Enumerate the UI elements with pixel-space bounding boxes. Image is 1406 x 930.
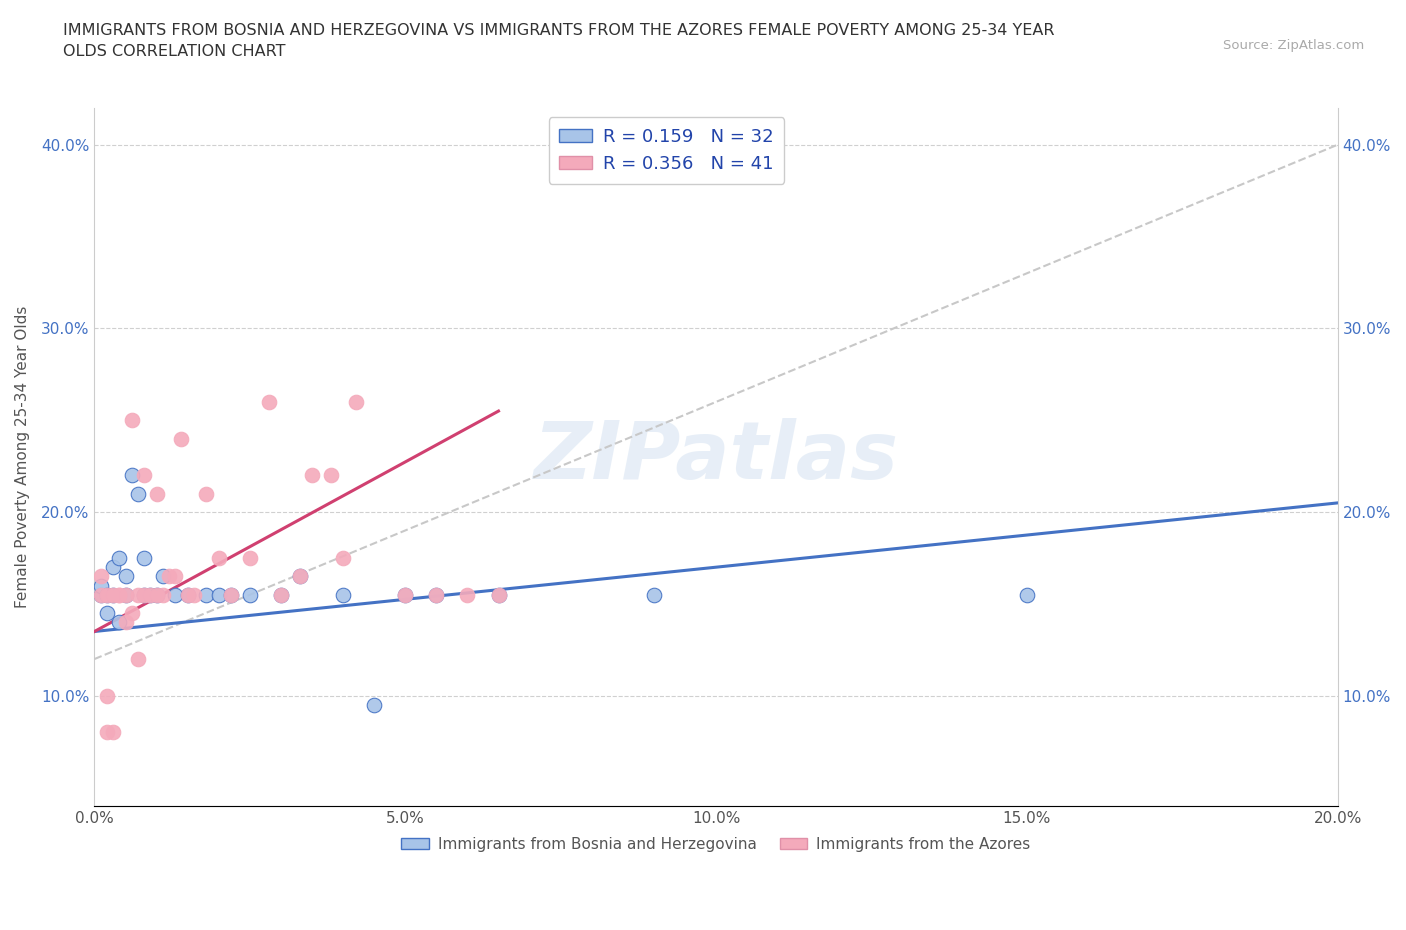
Point xyxy=(270,588,292,603)
Point xyxy=(332,551,354,565)
Point xyxy=(90,569,112,584)
Point xyxy=(332,588,354,603)
Text: IMMIGRANTS FROM BOSNIA AND HERZEGOVINA VS IMMIGRANTS FROM THE AZORES FEMALE POVE: IMMIGRANTS FROM BOSNIA AND HERZEGOVINA V… xyxy=(63,23,1054,60)
Point xyxy=(114,588,136,603)
Point xyxy=(145,588,167,603)
Point xyxy=(165,569,187,584)
Point xyxy=(134,588,156,603)
Point xyxy=(394,588,416,603)
Point xyxy=(301,468,323,483)
Legend: Immigrants from Bosnia and Herzegovina, Immigrants from the Azores: Immigrants from Bosnia and Herzegovina, … xyxy=(395,830,1036,857)
Point xyxy=(219,588,242,603)
Point xyxy=(195,486,218,501)
Point xyxy=(208,588,231,603)
Point xyxy=(170,432,193,446)
Point xyxy=(165,588,187,603)
Point xyxy=(425,588,447,603)
Point xyxy=(101,588,124,603)
Point xyxy=(1015,588,1038,603)
Point xyxy=(288,569,311,584)
Point xyxy=(101,588,124,603)
Point xyxy=(90,578,112,593)
Point xyxy=(127,652,149,667)
Point xyxy=(114,588,136,603)
Point xyxy=(134,551,156,565)
Point xyxy=(121,413,143,428)
Point xyxy=(270,588,292,603)
Point xyxy=(425,588,447,603)
Point xyxy=(643,588,665,603)
Point xyxy=(101,560,124,575)
Point xyxy=(139,588,162,603)
Point xyxy=(96,688,118,703)
Text: ZIPatlas: ZIPatlas xyxy=(533,418,898,496)
Point xyxy=(219,588,242,603)
Point xyxy=(96,725,118,740)
Point xyxy=(134,588,156,603)
Point xyxy=(114,569,136,584)
Point xyxy=(134,468,156,483)
Point xyxy=(257,394,280,409)
Point xyxy=(145,588,167,603)
Point xyxy=(319,468,342,483)
Point xyxy=(152,588,174,603)
Point xyxy=(288,569,311,584)
Point xyxy=(101,725,124,740)
Point xyxy=(456,588,478,603)
Point xyxy=(177,588,200,603)
Text: Source: ZipAtlas.com: Source: ZipAtlas.com xyxy=(1223,39,1364,52)
Point xyxy=(239,588,262,603)
Point xyxy=(90,588,112,603)
Point xyxy=(488,588,510,603)
Point xyxy=(195,588,218,603)
Point xyxy=(139,588,162,603)
Point xyxy=(152,569,174,584)
Point xyxy=(96,588,118,603)
Point xyxy=(488,588,510,603)
Point xyxy=(108,615,131,630)
Point xyxy=(108,551,131,565)
Point xyxy=(145,486,167,501)
Point xyxy=(108,588,131,603)
Point xyxy=(121,605,143,620)
Point xyxy=(127,588,149,603)
Point xyxy=(114,615,136,630)
Point xyxy=(177,588,200,603)
Point xyxy=(127,486,149,501)
Point xyxy=(121,468,143,483)
Point xyxy=(157,569,180,584)
Point xyxy=(394,588,416,603)
Point xyxy=(90,588,112,603)
Point xyxy=(239,551,262,565)
Point xyxy=(183,588,205,603)
Point xyxy=(208,551,231,565)
Y-axis label: Female Poverty Among 25-34 Year Olds: Female Poverty Among 25-34 Year Olds xyxy=(15,306,30,608)
Point xyxy=(108,588,131,603)
Point xyxy=(363,698,385,712)
Point xyxy=(96,588,118,603)
Point xyxy=(344,394,367,409)
Point xyxy=(96,605,118,620)
